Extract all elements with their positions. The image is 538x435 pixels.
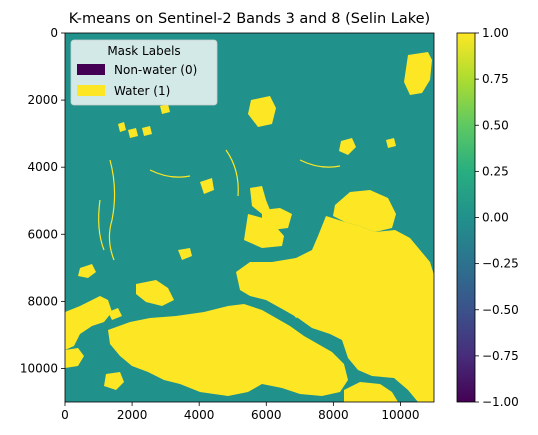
colorbar-tick-label: −0.25 bbox=[482, 257, 519, 271]
colorbar-tick-label: 0.25 bbox=[482, 164, 509, 178]
x-tick-label: 2000 bbox=[117, 408, 148, 422]
legend-box bbox=[70, 39, 218, 106]
x-tick-label: 8000 bbox=[318, 408, 349, 422]
legend-label-non-water: Non-water (0) bbox=[114, 63, 197, 77]
x-tick-label: 6000 bbox=[251, 408, 282, 422]
colorbar-tick-label: 0.50 bbox=[482, 118, 509, 132]
y-tick-label: 6000 bbox=[27, 227, 58, 241]
plot-frame bbox=[64, 32, 435, 403]
y-tick-label: 4000 bbox=[27, 160, 58, 174]
colorbar-tick-label: −1.00 bbox=[482, 395, 519, 409]
legend-title: Mask Labels bbox=[107, 44, 180, 58]
legend-label-water: Water (1) bbox=[114, 84, 170, 98]
colorbar-tick-label: −0.75 bbox=[482, 349, 519, 363]
colorbar-tick-label: 0.00 bbox=[482, 211, 509, 225]
water-regions bbox=[65, 52, 434, 402]
y-tick-label: 10000 bbox=[20, 361, 58, 375]
chart-title: K-means on Sentinel-2 Bands 3 and 8 (Sel… bbox=[69, 11, 430, 27]
legend: Mask Labels Non-water (0) Water (1) bbox=[70, 39, 218, 106]
legend-swatch-non-water bbox=[77, 64, 105, 75]
colorbar-gradient bbox=[456, 32, 476, 403]
colorbar-tick-label: 0.75 bbox=[482, 72, 509, 86]
y-tick-label: 2000 bbox=[27, 93, 58, 107]
colorbar: 1.00 0.75 0.50 0.25 0.00 −0.25 −0.50 −0.75 −1.00 bbox=[456, 26, 519, 409]
colorbar-ticks: 1.00 0.75 0.50 0.25 0.00 −0.25 −0.50 −0.75 −1.00 bbox=[475, 26, 519, 409]
mask-image bbox=[65, 33, 434, 402]
x-tick-label: 10000 bbox=[381, 408, 419, 422]
colorbar-tick-label: 1.00 bbox=[482, 26, 509, 40]
x-tick-label: 4000 bbox=[184, 408, 215, 422]
y-tick-label: 8000 bbox=[27, 294, 58, 308]
y-axis: 0 2000 4000 6000 8000 10000 bbox=[20, 26, 65, 375]
x-tick-label: 0 bbox=[61, 408, 69, 422]
colorbar-tick-label: −0.50 bbox=[482, 303, 519, 317]
water-channels bbox=[98, 149, 405, 269]
y-tick-label: 0 bbox=[50, 26, 58, 40]
x-axis: 0 2000 4000 6000 8000 10000 bbox=[61, 402, 420, 422]
legend-swatch-water bbox=[77, 85, 105, 96]
